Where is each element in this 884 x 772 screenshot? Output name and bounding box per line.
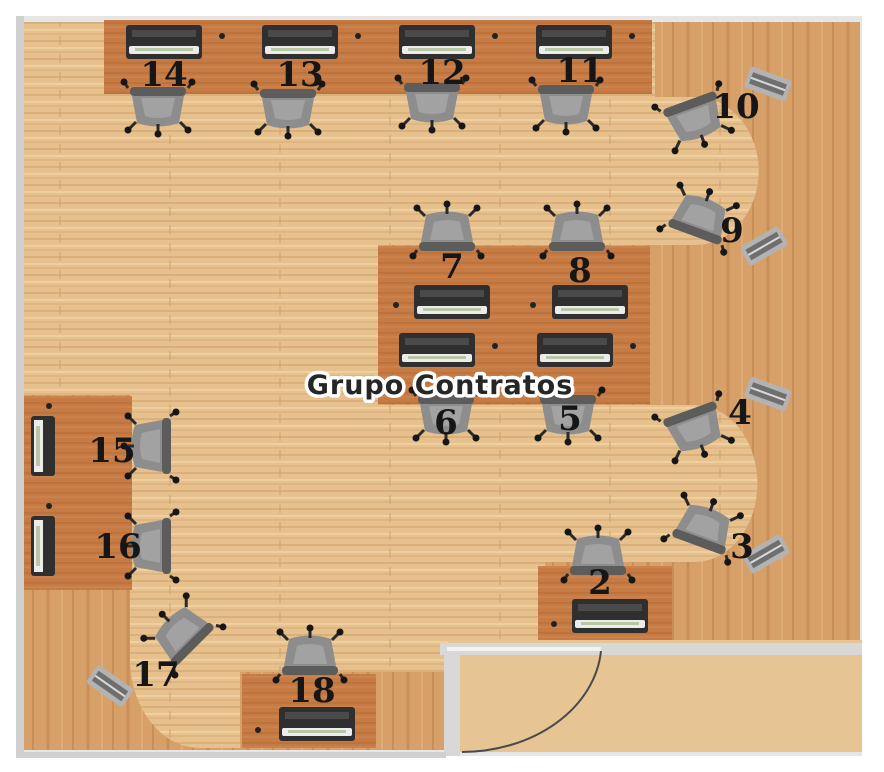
seat-number-2: 2 — [588, 563, 612, 603]
door-swing-arc — [461, 650, 602, 753]
monitor-seat-2 — [572, 599, 648, 633]
phone-dot — [46, 503, 52, 509]
seat-number-11: 11 — [556, 51, 603, 91]
seat-number-5: 5 — [558, 399, 582, 439]
phone-dot — [46, 403, 52, 409]
monitor-seat-18 — [279, 707, 355, 741]
meeting-room-wall-left — [444, 650, 460, 756]
desk-center-block — [378, 246, 650, 404]
seat-number-8: 8 — [568, 251, 592, 291]
seat-number-9: 9 — [720, 211, 744, 251]
monitor-seat-15 — [31, 416, 55, 476]
seat-number-15: 15 — [88, 431, 135, 471]
seat-number-18: 18 — [288, 671, 335, 711]
phone-dot — [530, 302, 536, 308]
door-panel — [447, 647, 601, 651]
monitor-seat-7 — [414, 285, 490, 319]
monitor-seat-16 — [31, 516, 55, 576]
meeting-room-wall-top — [440, 643, 862, 655]
phone-dot — [492, 343, 498, 349]
phone-dot — [551, 621, 557, 627]
seat-number-3: 3 — [730, 527, 754, 567]
meeting-room-floor — [448, 640, 862, 752]
monitor-seat-6 — [399, 333, 475, 367]
seat-number-16: 16 — [94, 527, 141, 567]
seat-number-14: 14 — [140, 55, 187, 95]
phone-dot — [255, 727, 261, 733]
seat-number-10: 10 — [712, 87, 759, 127]
phone-dot — [629, 33, 635, 39]
seat-number-6: 6 — [434, 403, 458, 443]
phone-dot — [393, 302, 399, 308]
phone-dot — [492, 33, 498, 39]
seat-number-7: 7 — [440, 247, 464, 287]
seat-number-4: 4 — [728, 393, 752, 433]
seat-number-13: 13 — [276, 55, 323, 95]
seat-number-12: 12 — [418, 53, 465, 93]
phone-dot — [219, 33, 225, 39]
monitor-seat-5 — [537, 333, 613, 367]
monitor-seat-14 — [126, 25, 202, 59]
group-label: Grupo Contratos — [307, 370, 574, 401]
phone-dot — [630, 343, 636, 349]
phone-dot — [355, 33, 361, 39]
monitor-seat-13 — [262, 25, 338, 59]
seat-number-17: 17 — [132, 655, 179, 695]
